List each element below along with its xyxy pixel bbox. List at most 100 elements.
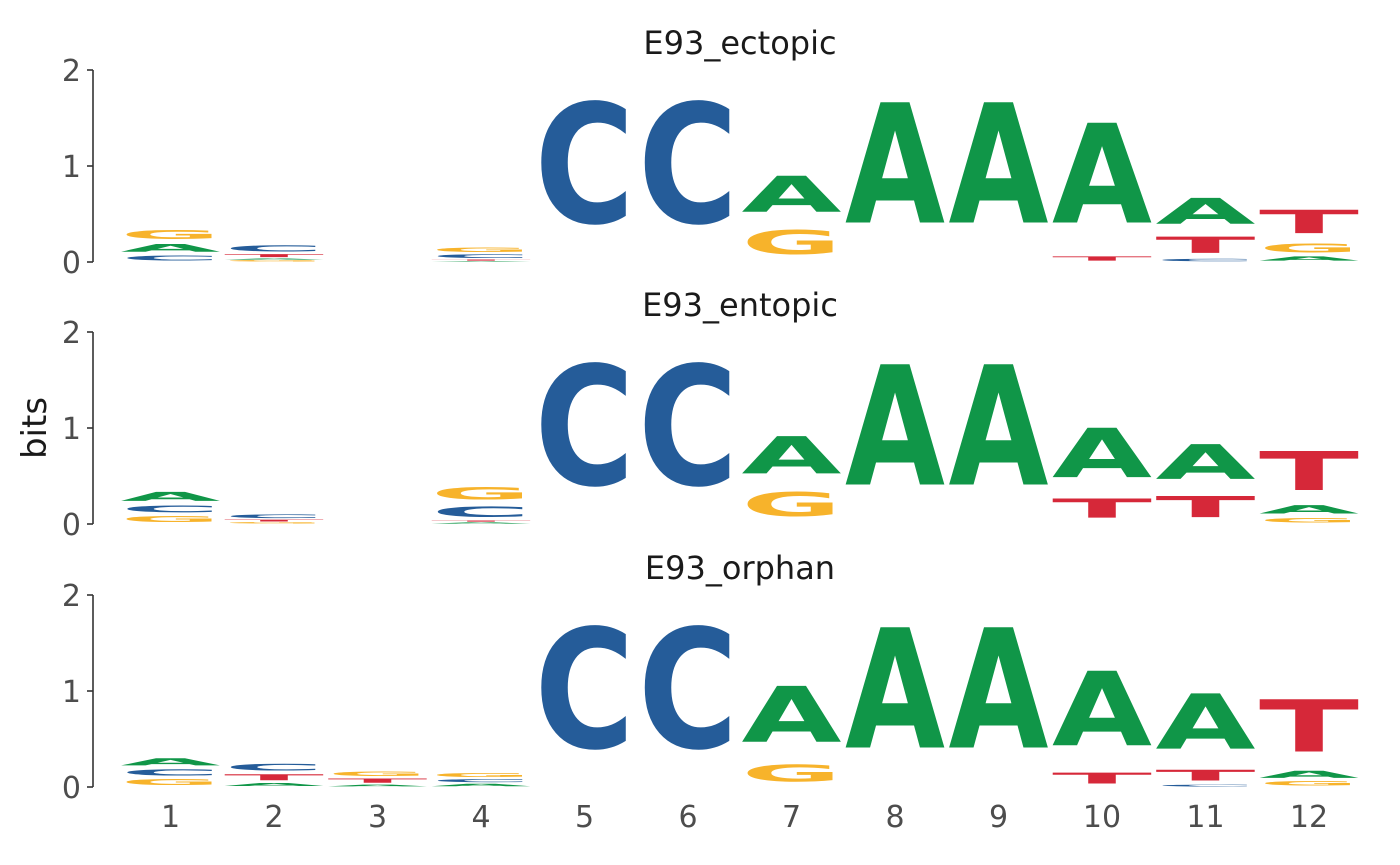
logo-letter-A: A: [431, 522, 531, 524]
panel-title: E93_ectopic: [643, 24, 836, 62]
x-tick-label: 12: [1290, 800, 1328, 835]
y-tick-label: 2: [62, 579, 81, 614]
logo-letter-C: C: [224, 244, 324, 254]
logo-letter-A: A: [121, 756, 221, 768]
logo-letter-G: G: [431, 484, 531, 504]
logo-letter-T: T: [224, 253, 324, 258]
logo-letter-G: G: [431, 773, 531, 779]
logo-letter-T: T: [1156, 490, 1256, 524]
logo-letter-A: A: [1052, 651, 1152, 769]
y-tick-label: 1: [62, 412, 81, 447]
logo-letter-A: A: [1259, 255, 1359, 262]
y-tick-label: 1: [62, 150, 81, 185]
logo-letter-C: C: [535, 595, 635, 787]
logo-letter-A: A: [121, 242, 221, 255]
logo-letter-A: A: [1156, 191, 1256, 232]
logo-letter-T: T: [431, 259, 531, 261]
logo-letter-G: G: [121, 228, 221, 242]
x-tick-label: 5: [575, 800, 594, 835]
panel-title: E93_entopic: [642, 286, 838, 324]
logo-letter-A: A: [121, 489, 221, 503]
logo-letter-A: A: [224, 782, 324, 787]
x-tick-label: 11: [1186, 800, 1224, 835]
logo-letter-A: A: [845, 595, 945, 786]
logo-letter-A: A: [1259, 769, 1359, 781]
logo-letter-G: G: [742, 224, 842, 262]
logo-letter-C: C: [224, 513, 324, 519]
x-tick-label: 8: [885, 800, 904, 835]
logo-letter-T: T: [1052, 770, 1152, 787]
logo-letter-T: T: [1156, 767, 1256, 784]
logo-letter-C: C: [431, 504, 531, 520]
y-tick-label: 0: [62, 246, 81, 281]
x-tick-label: 2: [264, 800, 283, 835]
logo-letter-T: T: [1156, 232, 1256, 258]
logo-letter-G: G: [1259, 780, 1359, 787]
panel-title: E93_orphan: [645, 549, 835, 587]
logo-letter-A: A: [949, 70, 1049, 261]
y-tick-label: 1: [62, 675, 81, 710]
logo-letter-C: C: [121, 254, 221, 262]
logo-letter-C: C: [224, 762, 324, 773]
logo-letter-A: A: [1156, 679, 1256, 767]
logo-letter-C: C: [638, 595, 738, 787]
logo-letter-G: G: [224, 260, 324, 262]
logo-letter-G: G: [431, 247, 531, 254]
logo-letter-G: G: [121, 777, 221, 787]
logo-letter-T: T: [1259, 441, 1359, 503]
logo-letter-G: G: [224, 522, 324, 524]
logo-letter-T: T: [1052, 493, 1152, 524]
logo-letter-A: A: [431, 783, 531, 787]
x-tick-label: 9: [989, 800, 1008, 835]
logo-letter-G: G: [1259, 516, 1359, 524]
logo-letter-C: C: [431, 253, 531, 259]
logo-letter-T: T: [224, 519, 324, 522]
logo-letter-C: C: [638, 332, 738, 524]
logo-letter-A: A: [845, 332, 945, 523]
y-tick-label: 0: [62, 508, 81, 543]
logo-letter-G: G: [1259, 241, 1359, 255]
y-axis-label: bits: [15, 397, 55, 459]
x-tick-label: 6: [678, 800, 697, 835]
logo-letter-A: A: [845, 70, 945, 261]
x-tick-label: 4: [471, 800, 490, 835]
logo-letter-A: A: [1052, 415, 1152, 494]
logo-letter-T: T: [1052, 255, 1152, 262]
logo-letter-C: C: [535, 332, 635, 524]
logo-letter-A: A: [742, 427, 842, 486]
logo-letter-T: T: [431, 520, 531, 522]
logo-letter-T: T: [224, 773, 324, 783]
y-tick-label: 2: [62, 54, 81, 89]
logo-letter-A: A: [1156, 435, 1256, 490]
y-tick-label: 0: [62, 771, 81, 806]
logo-letter-G: G: [328, 771, 428, 778]
logo-letter-C: C: [121, 504, 221, 515]
logo-letter-C: C: [431, 778, 531, 783]
logo-letter-A: A: [431, 261, 531, 262]
x-tick-label: 3: [368, 800, 387, 835]
logo-letter-A: A: [949, 332, 1049, 523]
x-tick-label: 1: [161, 800, 180, 835]
logo-letter-A: A: [742, 671, 842, 760]
logo-letter-A: A: [224, 258, 324, 260]
logo-letter-A: A: [328, 784, 428, 787]
x-axis: 1 2 3 4 5 6 7 8 9 10 11 12: [161, 800, 1328, 835]
logo-letter-A: A: [1259, 503, 1359, 516]
x-tick-label: 7: [782, 800, 801, 835]
logo-letter-T: T: [328, 777, 428, 784]
logo-letter-C: C: [638, 70, 738, 262]
logo-letter-T: T: [1259, 204, 1359, 241]
logo-letter-C: C: [1156, 784, 1256, 787]
logo-letter-A: A: [1052, 97, 1152, 255]
logo-letter-A: A: [742, 166, 842, 224]
y-tick-label: 2: [62, 316, 81, 351]
logo-letter-C: C: [535, 70, 635, 262]
logo-letter-C: C: [1156, 258, 1256, 262]
logo-letter-C: C: [121, 768, 221, 778]
logo-letter-G: G: [742, 486, 842, 524]
logo-letter-T: T: [1259, 686, 1359, 769]
